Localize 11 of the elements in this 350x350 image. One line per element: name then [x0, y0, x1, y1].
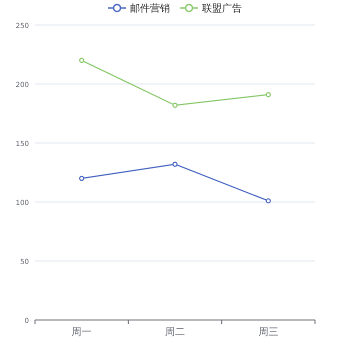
point — [172, 162, 178, 167]
legend-label: 邮件营销 — [130, 2, 170, 14]
point — [79, 176, 84, 181]
point — [172, 102, 178, 108]
x-tick-label: 周二 — [165, 327, 185, 338]
x-tick-label: 周一 — [72, 327, 92, 338]
x-tick-label: 周三 — [258, 327, 278, 338]
legend-label: 联盟广告 — [202, 2, 242, 14]
point — [266, 92, 271, 98]
point — [266, 198, 271, 204]
point — [79, 58, 84, 63]
